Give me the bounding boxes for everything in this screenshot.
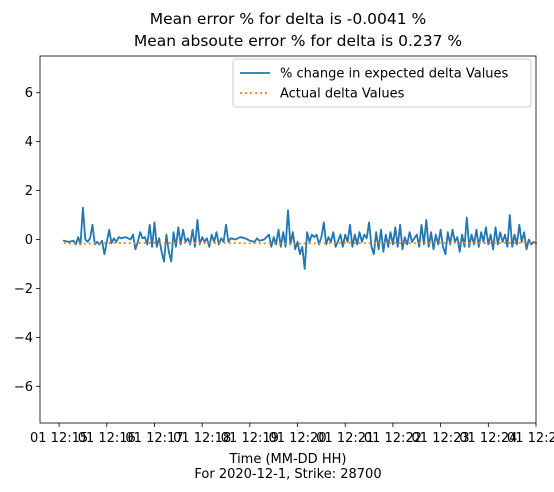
chart-title-line-1: Mean error % for delta is -0.0041 % <box>150 10 426 28</box>
x-tick-label: 01 12:19 <box>221 431 279 446</box>
x-tick-label: 01 12:16 <box>78 431 136 446</box>
y-tick-label: −4 <box>14 331 33 346</box>
x-tick-label: 01 12:24 <box>459 431 517 446</box>
y-tick-label: 4 <box>25 135 33 150</box>
legend-box <box>232 58 532 108</box>
y-tick-label: −2 <box>14 282 33 297</box>
x-axis-label-line-1: Time (MM-DD HH) <box>229 452 347 467</box>
legend: % change in expected delta Values Actual… <box>232 58 532 108</box>
x-tick-label: 01 12:20 <box>268 431 326 446</box>
y-tick-label: 0 <box>25 233 33 248</box>
y-axis: −6 −4 −2 0 2 4 6 <box>14 86 40 395</box>
y-tick-label: 6 <box>25 86 33 101</box>
x-tick-label: 01 12:22 <box>364 431 422 446</box>
series-line-2 <box>63 241 537 245</box>
x-tick-label: 01 12:15 <box>30 431 88 446</box>
series-line-1 <box>62 206 537 270</box>
y-tick-label: 2 <box>25 184 33 199</box>
x-tick-label: 01 12:21 <box>316 431 374 446</box>
y-tick-label: −6 <box>14 380 33 395</box>
x-tick-label: 01 12:25 <box>507 431 554 446</box>
x-tick-label: 01 12:17 <box>125 431 183 446</box>
series-layer <box>62 206 537 270</box>
legend-label-series-2: Actual delta Values <box>280 87 405 102</box>
x-axis-label-line-2: For 2020-12-1, Strike: 28700 <box>194 467 381 482</box>
legend-label-series-1: % change in expected delta Values <box>280 67 509 82</box>
chart-title-line-2: Mean absoute error % for delta is 0.237 … <box>134 32 462 50</box>
x-tick-label: 01 12:23 <box>412 431 470 446</box>
x-tick-label: 01 12:18 <box>173 431 231 446</box>
